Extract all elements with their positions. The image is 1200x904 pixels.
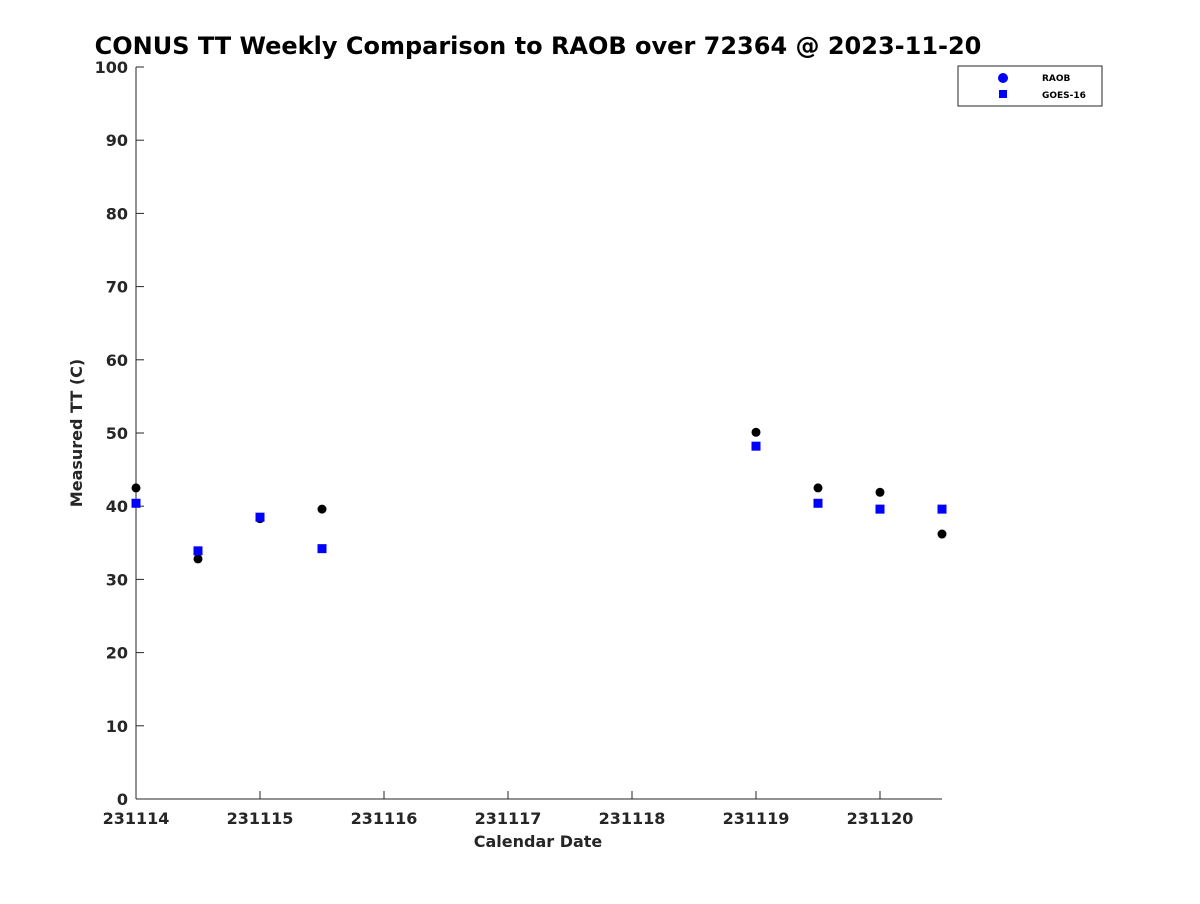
goes16-point (813, 498, 823, 508)
x-tick-label: 231119 (723, 809, 790, 828)
legend-label-raob: RAOB (1042, 74, 1071, 84)
y-tick-label: 30 (106, 570, 128, 589)
goes16-point (255, 512, 265, 522)
y-axis-label: Measured TT (C) (67, 359, 86, 507)
raob-point (317, 504, 327, 514)
raob-point (193, 554, 203, 564)
goes16-point (317, 544, 327, 554)
x-tick-label: 231115 (227, 809, 294, 828)
raob-point (937, 529, 947, 539)
raob-point (875, 487, 885, 497)
y-tick-label: 70 (106, 278, 128, 297)
y-tick-label: 60 (106, 351, 128, 370)
legend-marker-goes16 (999, 90, 1007, 98)
goes16-point (875, 504, 885, 514)
legend-label-goes16: GOES-16 (1042, 91, 1086, 101)
goes16-point (193, 546, 203, 556)
legend: RAOB GOES-16 (957, 65, 1103, 107)
x-axis-label: Calendar Date (474, 832, 603, 851)
y-tick-label: 100 (95, 58, 128, 77)
raob-point (813, 483, 823, 493)
goes16-point (751, 441, 761, 451)
x-tick-label: 231114 (103, 809, 170, 828)
goes16-point (131, 498, 141, 508)
x-tick-label: 231120 (847, 809, 914, 828)
x-tick-label: 231118 (599, 809, 666, 828)
goes16-point (937, 504, 947, 514)
raob-point (131, 483, 141, 493)
axes: 0 10 20 30 40 50 60 70 80 90 100 231114 231115 231116… (95, 58, 942, 828)
chart-title: CONUS TT Weekly Comparison to RAOB over … (95, 32, 982, 60)
x-tick-label: 231117 (475, 809, 542, 828)
raob-point (751, 427, 761, 437)
legend-box (957, 65, 1103, 107)
data-points (131, 427, 947, 564)
y-tick-label: 0 (117, 790, 128, 809)
y-tick-label: 40 (106, 497, 128, 516)
y-tick-label: 90 (106, 131, 128, 150)
y-tick-label: 50 (106, 424, 128, 443)
y-tick-label: 20 (106, 644, 128, 663)
y-tick-label: 10 (106, 717, 128, 736)
y-tick-label: 80 (106, 204, 128, 223)
legend-marker-raob (998, 73, 1008, 83)
x-tick-label: 231116 (351, 809, 418, 828)
